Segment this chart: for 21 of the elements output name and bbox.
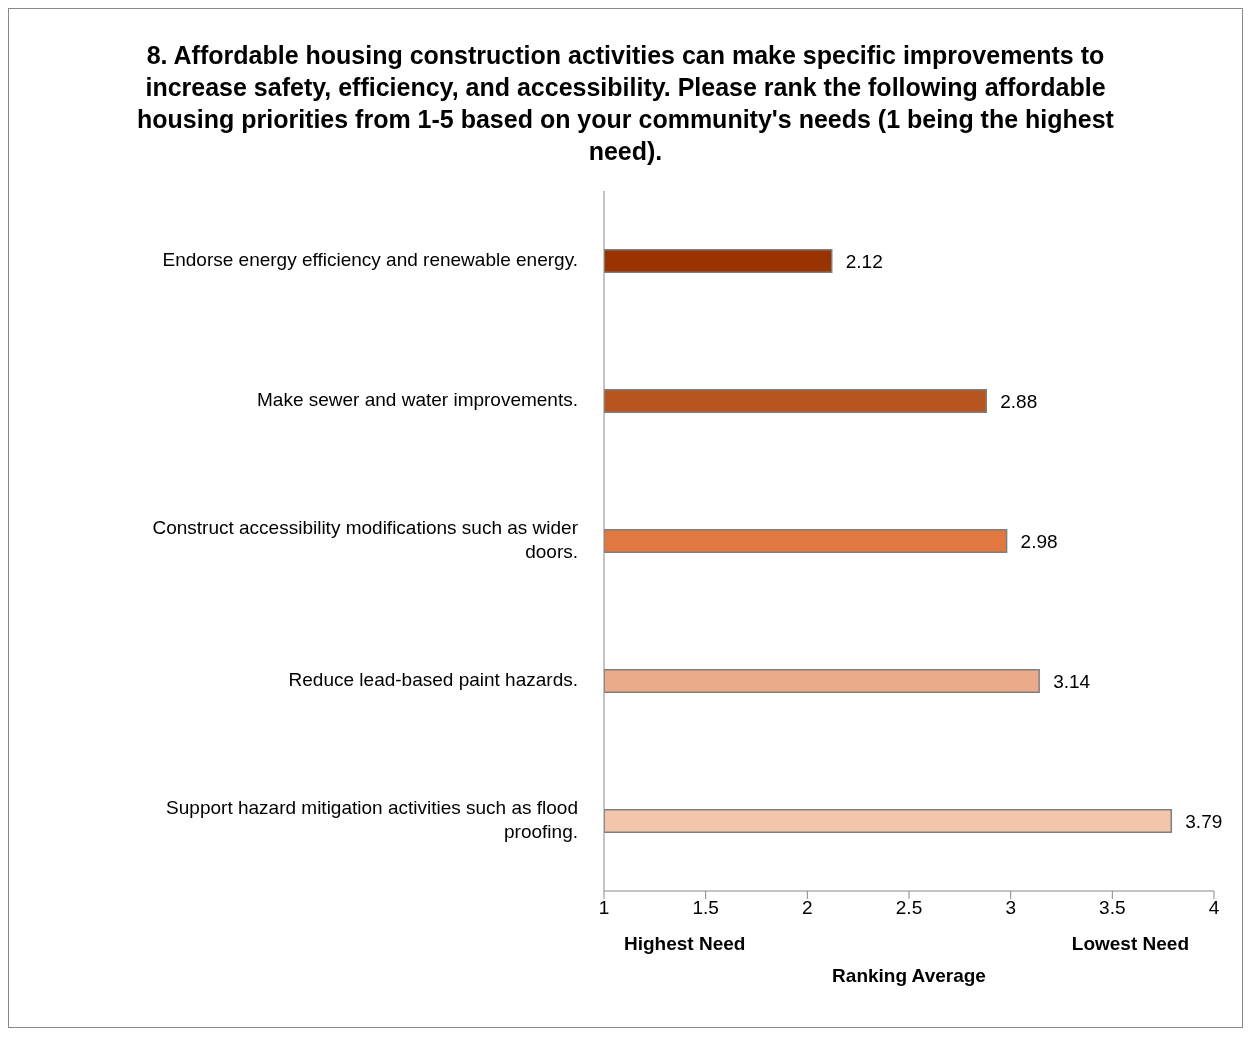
y-tick-label: Endorse energy efficiency and renewable energy. (162, 249, 578, 271)
y-tick-label: Support hazard mitigation activities such as flood proofing. (166, 797, 578, 843)
data-label: 3.79 (1185, 810, 1223, 832)
data-label: 2.88 (1000, 390, 1038, 412)
x-tick-label: 2 (802, 897, 813, 919)
x-tick-label: 3.5 (1099, 897, 1126, 919)
y-tick-label: Make sewer and water improvements. (256, 389, 578, 411)
data-label: 2.12 (845, 250, 883, 272)
x-tick-label: 4 (1208, 897, 1220, 919)
text: Highest Need (624, 933, 746, 955)
data-label: 3.14 (1053, 670, 1091, 692)
x-axis-title: Ranking Average (831, 965, 987, 987)
x-tick-label: 2.5 (895, 897, 923, 919)
x-tick-label: 3 (1005, 897, 1016, 919)
y-tick-label: Construct accessibility modifications such as wider doors. (152, 517, 579, 563)
text: Lowest Need (1071, 933, 1189, 955)
x-tick-label: 1 (598, 897, 610, 919)
x-tick-label: 1.5 (692, 897, 719, 919)
y-tick-label: Reduce lead-based paint hazards. (288, 669, 578, 691)
chart-title: 8. Affordable housing construction activities can make specific improvements to increase safety, efficiency, and accessibility. Please rank the following affordable housing priorities from 1-5 based on your community's needs (1 being the highest need). (136, 40, 1115, 167)
data-label: 2.98 (1020, 530, 1058, 552)
